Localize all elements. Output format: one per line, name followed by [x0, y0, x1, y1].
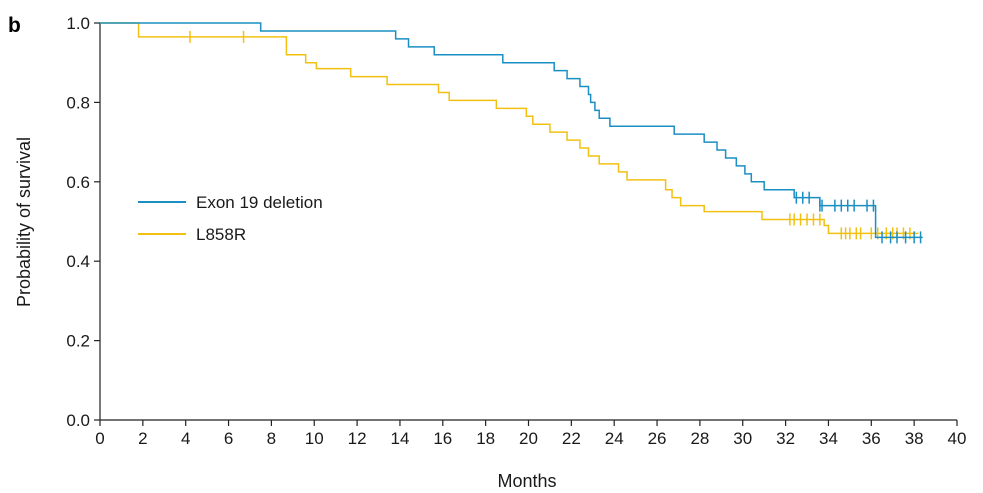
x-tick-label: 28: [690, 429, 709, 448]
x-tick-label: 34: [819, 429, 838, 448]
x-tick-label: 8: [267, 429, 276, 448]
y-tick-label: 0.2: [66, 332, 90, 351]
x-axis-title: Months: [497, 471, 556, 491]
survival-curve-exon-19-deletion: [100, 22, 923, 239]
x-tick-label: 40: [948, 429, 967, 448]
x-tick-label: 14: [390, 429, 409, 448]
x-tick-label: 36: [862, 429, 881, 448]
x-tick-label: 26: [648, 429, 667, 448]
legend-label: L858R: [196, 225, 246, 244]
survival-curve-l858r: [100, 22, 919, 235]
x-tick-label: 30: [733, 429, 752, 448]
legend: Exon 19 deletion L858R: [138, 193, 323, 244]
x-tick-label: 20: [519, 429, 538, 448]
x-tick-label: 38: [905, 429, 924, 448]
y-tick-label: 0.0: [66, 411, 90, 430]
y-tick-label: 0.8: [66, 93, 90, 112]
legend-label: Exon 19 deletion: [196, 193, 323, 212]
x-tick-label: 0: [95, 429, 104, 448]
axes: 0 2 4 6 8 10 12 14 16 18 20 22 24 26 28 30 32 34 36 38 400.0…: [66, 14, 966, 448]
series-layer: [100, 22, 923, 244]
x-tick-label: 24: [605, 429, 624, 448]
y-tick-label: 1.0: [66, 14, 90, 33]
x-tick-label: 22: [562, 429, 581, 448]
x-tick-label: 18: [476, 429, 495, 448]
y-tick-label: 0.4: [66, 252, 90, 271]
x-tick-label: 10: [305, 429, 324, 448]
x-tick-label: 2: [138, 429, 147, 448]
x-tick-label: 16: [433, 429, 452, 448]
series-exon-19-deletion: [100, 22, 923, 244]
panel-label: b: [8, 14, 21, 37]
x-tick-label: 32: [776, 429, 795, 448]
x-tick-label: 12: [348, 429, 367, 448]
x-tick-label: 4: [181, 429, 190, 448]
y-axis-title: Probability of survival: [14, 137, 34, 307]
x-tick-label: 6: [224, 429, 233, 448]
y-tick-label: 0.6: [66, 173, 90, 192]
